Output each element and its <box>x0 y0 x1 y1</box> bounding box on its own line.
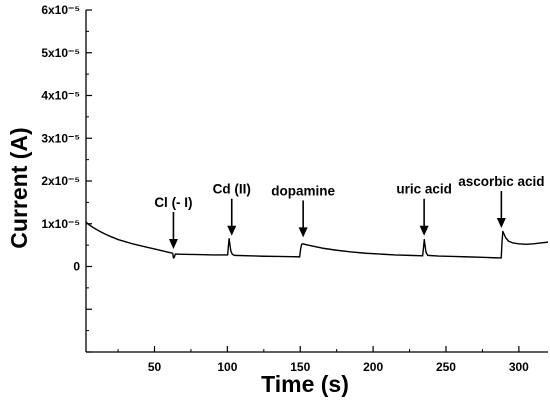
annotation-arrow-head <box>168 238 178 249</box>
annotation-arrow-head <box>298 227 308 238</box>
annotations-layer: Cl (- I) Cd (II) dopamine uric acid ascorbic… <box>154 174 545 249</box>
trace-layer <box>85 221 549 259</box>
axes-layer: 50 100 150 200 250 300 6x10⁻⁵ 5x10⁻⁵ 4x10⁻⁵ 3x10⁻… <box>41 3 548 374</box>
annotation-label: Cl (- I) <box>154 195 192 210</box>
x-tick-label: 100 <box>217 360 237 374</box>
annotation-arrow <box>227 198 237 236</box>
annotation-arrow <box>419 198 429 236</box>
annotation-label: uric acid <box>396 182 452 197</box>
y-tick-label: 2x10⁻⁵ <box>41 174 80 188</box>
y-tick-label: 3x10⁻⁵ <box>41 131 80 145</box>
annotation-label: dopamine <box>271 183 335 198</box>
y-tick-label: 0 <box>73 260 80 274</box>
annotation-arrow-head <box>227 225 237 236</box>
y-axis-title: Current (A) <box>6 127 32 248</box>
annotation-arrow-head <box>419 225 429 236</box>
annotation-arrow-head <box>496 218 506 229</box>
annotation-arrow <box>298 200 308 238</box>
y-tick-label: 4x10⁻⁵ <box>41 89 80 103</box>
annotation-arrow <box>496 191 506 229</box>
x-axis-title: Time (s) <box>261 371 349 397</box>
x-tick-label: 150 <box>290 360 310 374</box>
x-tick-label: 250 <box>436 360 456 374</box>
y-tick-label: 1x10⁻⁵ <box>41 217 80 231</box>
annotation-label: ascorbic acid <box>458 174 544 189</box>
y-tick-label: 5x10⁻⁵ <box>41 46 80 60</box>
annotation-arrow <box>168 211 178 249</box>
x-tick-label: 200 <box>363 360 383 374</box>
current-trace-line <box>85 221 549 259</box>
annotation-label: Cd (II) <box>213 182 251 197</box>
x-tick-label: 300 <box>509 360 529 374</box>
x-tick-label: 50 <box>148 360 162 374</box>
y-tick-label: 6x10⁻⁵ <box>41 3 80 17</box>
